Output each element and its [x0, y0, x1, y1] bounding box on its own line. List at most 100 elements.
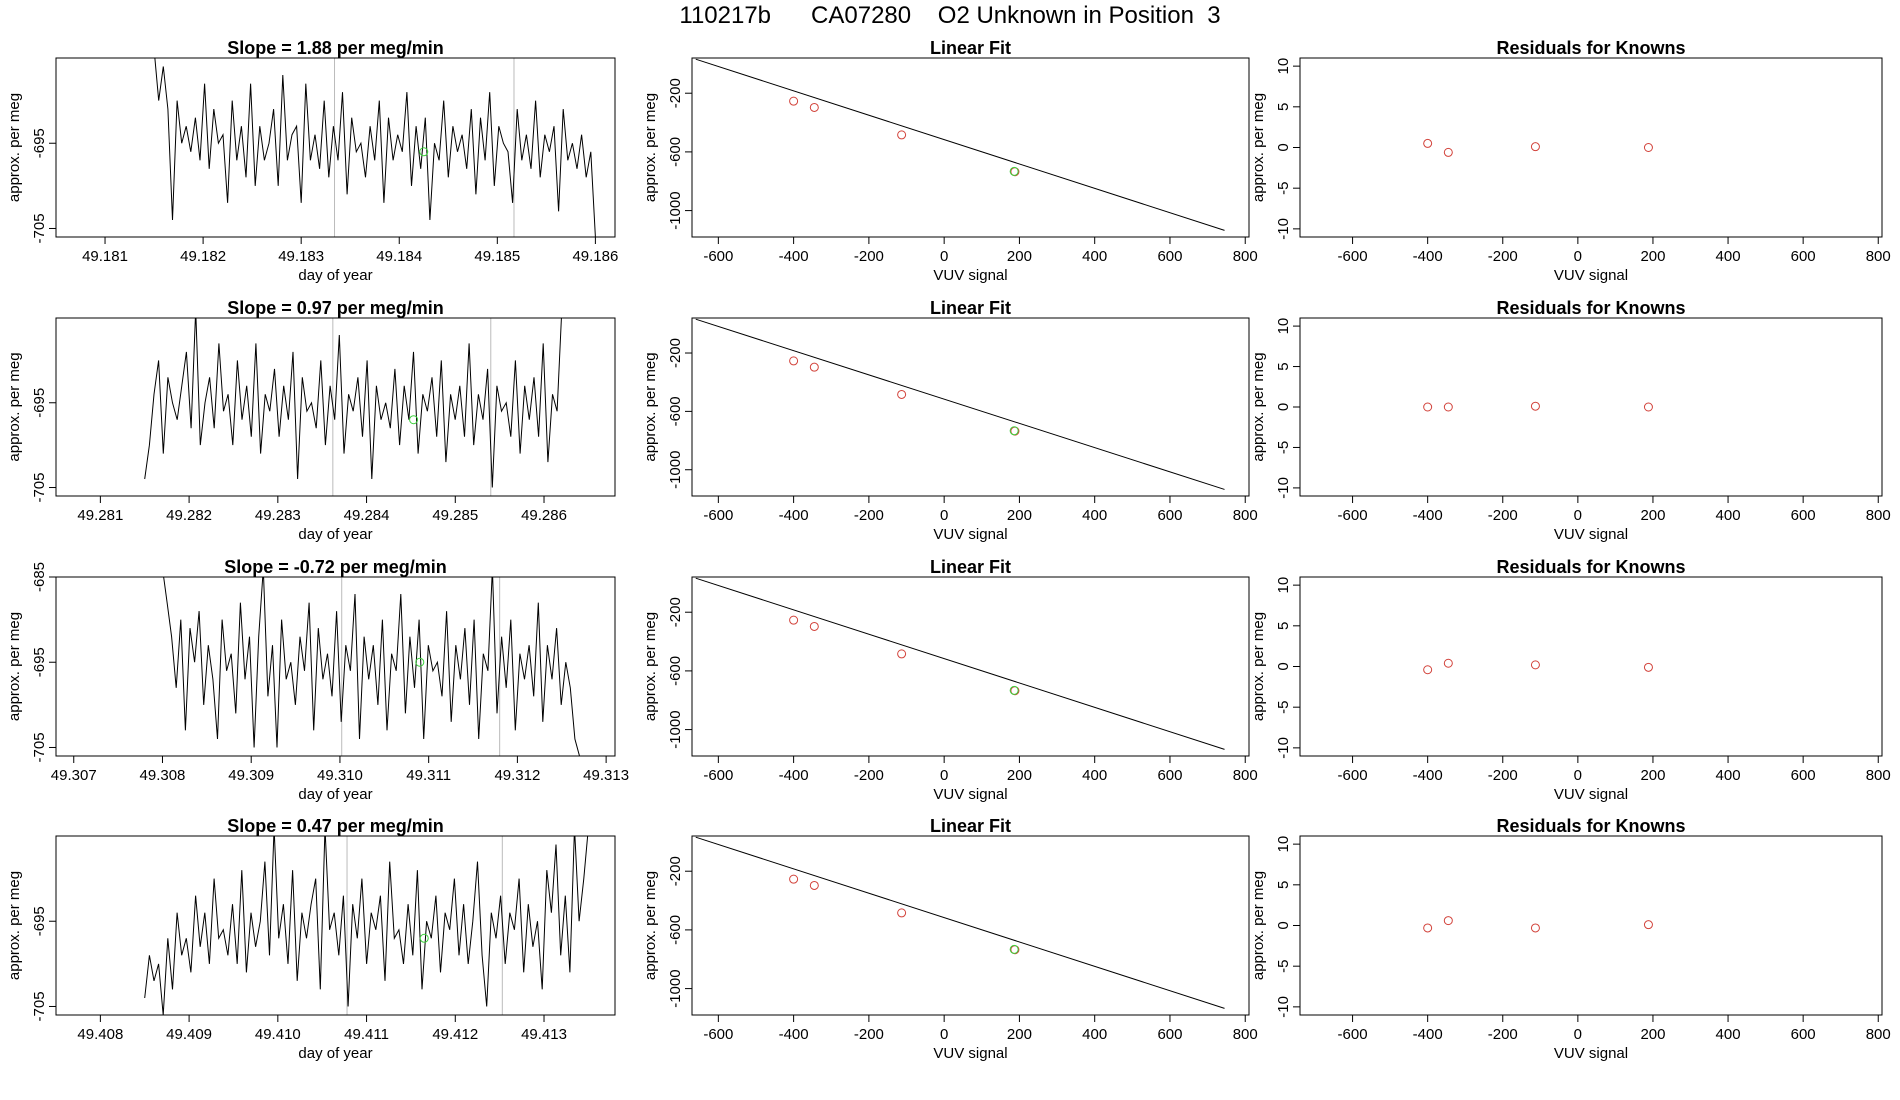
x-tick-label: -600 [703, 767, 733, 784]
x-tick-label: 0 [1574, 1026, 1582, 1043]
plot-area [1423, 916, 1653, 933]
x-tick-label: -400 [1413, 248, 1443, 265]
x-tick-label: 49.307 [51, 767, 97, 784]
y-tick-label: -5 [1275, 960, 1292, 973]
chart-title: Linear Fit [930, 38, 1011, 58]
x-tick-label: 49.409 [166, 1026, 212, 1043]
unknown-point [1009, 944, 1019, 954]
x-tick-label: 800 [1866, 507, 1891, 524]
y-tick-label: -1000 [667, 451, 684, 489]
y-axis-label: approx. per meg [6, 352, 23, 461]
x-tick-label: 49.282 [166, 507, 212, 524]
x-axis-label: VUV signal [1554, 526, 1628, 543]
x-tick-label: -200 [1488, 507, 1518, 524]
x-tick-label: 49.286 [521, 507, 567, 524]
fit-line [695, 836, 1225, 1009]
x-tick-label: 200 [1640, 507, 1665, 524]
chart-panel-r3-resid: Residuals for Knowns -600 -400 -200 0 200 400 6… [1250, 557, 1891, 803]
chart-title: Residuals for Knowns [1496, 298, 1685, 318]
known-point [809, 102, 819, 112]
y-tick-label: 5 [1275, 362, 1292, 370]
x-tick-label: -200 [854, 767, 884, 784]
chart-title: Residuals for Knowns [1496, 557, 1685, 577]
x-tick-label: 400 [1082, 1026, 1107, 1043]
plot-area [695, 577, 1225, 750]
chart-title: Linear Fit [930, 816, 1011, 836]
chart-panel-r4-resid: Residuals for Knowns -600 -400 -200 0 200 400 6… [1250, 816, 1891, 1062]
x-tick-label: 800 [1233, 248, 1258, 265]
x-tick-label: 49.309 [228, 767, 274, 784]
plot-frame [691, 317, 1250, 497]
known-point [1530, 401, 1540, 411]
plot-area [1423, 401, 1653, 412]
x-tick-label: 49.310 [317, 767, 363, 784]
y-tick-label: -695 [31, 388, 48, 418]
chart-title: Residuals for Knowns [1496, 38, 1685, 58]
x-tick-label: 600 [1157, 1026, 1182, 1043]
y-tick-label: 5 [1275, 881, 1292, 889]
x-tick-label: 49.184 [376, 248, 422, 265]
plot-area [695, 58, 1225, 231]
chart-title: Residuals for Knowns [1496, 816, 1685, 836]
x-tick-label: -600 [1338, 507, 1368, 524]
x-tick-label: 600 [1157, 767, 1182, 784]
known-point [1423, 665, 1433, 675]
x-tick-label: 400 [1082, 767, 1107, 784]
y-axis-label: approx. per meg [642, 612, 659, 721]
y-axis-label: approx. per meg [642, 871, 659, 980]
x-tick-label: 49.182 [180, 248, 226, 265]
x-axis-label: VUV signal [1554, 1045, 1628, 1062]
y-axis-label: approx. per meg [6, 93, 23, 202]
x-tick-label: 49.284 [344, 507, 390, 524]
plot-frame [1299, 576, 1883, 757]
x-tick-label: 49.412 [432, 1026, 478, 1043]
x-tick-label: 49.281 [77, 507, 123, 524]
x-tick-label: -200 [1488, 248, 1518, 265]
y-tick-label: -705 [31, 991, 48, 1021]
chart-panel-r2-resid: Residuals for Knowns -600 -400 -200 0 200 400 6… [1250, 298, 1891, 543]
x-tick-label: -400 [1413, 507, 1443, 524]
main-title: 110217b CA07280 O2 Unknown in Position 3 [679, 2, 1221, 29]
x-tick-label: 49.408 [77, 1026, 123, 1043]
x-tick-label: -600 [1338, 767, 1368, 784]
y-tick-label: -5 [1275, 701, 1292, 714]
y-tick-label: -600 [667, 396, 684, 426]
y-tick-label: -1000 [667, 710, 684, 748]
x-axis-label: VUV signal [933, 786, 1007, 803]
x-tick-label: -200 [854, 248, 884, 265]
x-tick-label: -400 [779, 507, 809, 524]
x-tick-label: 0 [1574, 507, 1582, 524]
y-tick-label: 10 [1275, 318, 1292, 335]
x-tick-label: 49.181 [82, 248, 128, 265]
chart-panel-r4-trace: Slope = 0.47 per meg/min 49.408 49.409 49.4… [6, 816, 616, 1062]
unknown-point [419, 933, 429, 943]
y-tick-label: 0 [1275, 921, 1292, 929]
y-axis-label: approx. per meg [6, 871, 23, 980]
x-tick-label: 400 [1716, 507, 1741, 524]
y-tick-label: -695 [31, 647, 48, 677]
x-tick-label: 0 [940, 1026, 948, 1043]
x-axis-label: VUV signal [933, 267, 1007, 284]
chart-panel-r4-fit: Linear Fit -600 -400 -200 0 200 400 600 800 VUV s… [642, 816, 1258, 1062]
y-tick-label: 0 [1275, 143, 1292, 151]
x-tick-label: -200 [1488, 767, 1518, 784]
x-tick-label: 200 [1007, 767, 1032, 784]
y-tick-label: 10 [1275, 577, 1292, 594]
chart-panel-r1-trace: Slope = 1.88 per meg/min 49.181 49.182 49.1… [6, 38, 618, 284]
known-point [789, 615, 799, 625]
chart-title: Slope = 0.47 per meg/min [227, 816, 444, 836]
plot-area [154, 58, 596, 237]
x-tick-label: 400 [1716, 767, 1741, 784]
known-point [1643, 662, 1653, 672]
x-tick-label: -400 [779, 1026, 809, 1043]
plot-frame [691, 576, 1250, 757]
unknown-point [1009, 685, 1019, 695]
x-tick-label: -400 [1413, 767, 1443, 784]
y-tick-label: 5 [1275, 103, 1292, 111]
y-tick-label: -1000 [667, 191, 684, 229]
y-tick-label: -705 [31, 473, 48, 503]
plot-frame [691, 835, 1250, 1016]
plot-area [1423, 138, 1653, 157]
